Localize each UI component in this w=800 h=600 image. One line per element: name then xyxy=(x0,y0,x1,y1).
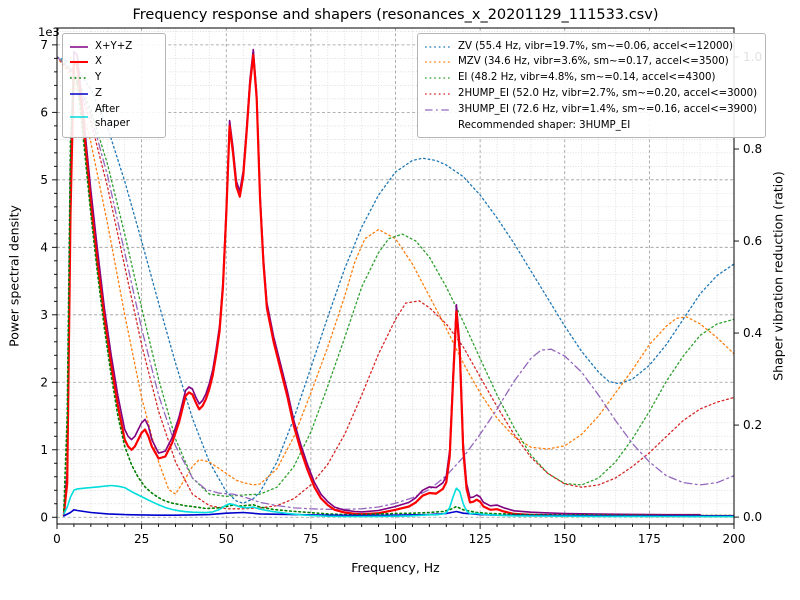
legend-item: EI (48.2 Hz, vibr=4.8%, sm~=0.14, accel<… xyxy=(424,71,757,85)
axis-tick-labels: 0 25 50 75 100 125 150 175 200 0 1 2 3 4 5 6 7 0.0 0.2 0.4 0… xyxy=(40,38,762,546)
svg-text:0.2: 0.2 xyxy=(743,418,762,432)
legend-item: After shaper xyxy=(69,103,157,132)
curve-x xyxy=(62,53,734,518)
legend-note: Recommended shaper: 3HUMP_EI xyxy=(458,119,631,131)
svg-text:0.4: 0.4 xyxy=(743,326,762,340)
svg-text:0: 0 xyxy=(53,532,61,546)
svg-text:0: 0 xyxy=(40,510,48,524)
legend-item: MZV (34.6 Hz, vibr=3.6%, sm~=0.17, accel… xyxy=(424,55,757,69)
svg-text:25: 25 xyxy=(134,532,149,546)
legend-line-sample xyxy=(425,109,451,111)
legend-item: X xyxy=(69,55,157,69)
svg-text:6: 6 xyxy=(40,105,48,119)
legend-label: Z xyxy=(95,87,102,99)
legend-label: Y xyxy=(95,72,102,84)
axis-ticks xyxy=(52,30,739,529)
legend-item: 3HUMP_EI (72.6 Hz, vibr=1.4%, sm~=0.16, … xyxy=(424,103,757,117)
y-axis-label-left: Power spectral density xyxy=(6,205,22,347)
svg-text:50: 50 xyxy=(219,532,234,546)
shaper-curves xyxy=(57,56,734,510)
svg-text:125: 125 xyxy=(469,532,492,546)
legend-label: X xyxy=(95,56,102,68)
svg-text:4: 4 xyxy=(40,240,48,254)
svg-text:175: 175 xyxy=(638,532,661,546)
psd-curves xyxy=(62,48,734,518)
svg-text:0.8: 0.8 xyxy=(743,142,762,156)
svg-text:100: 100 xyxy=(384,532,407,546)
curve-y xyxy=(63,74,734,517)
svg-text:200: 200 xyxy=(723,532,746,546)
legend-label: 2HUMP_EI (52.0 Hz, vibr=2.7%, sm~=0.20, … xyxy=(458,87,758,99)
legend-line-sample xyxy=(425,45,451,48)
legend-label: EI (48.2 Hz, vibr=4.8%, sm~=0.14, accel<… xyxy=(458,72,716,84)
svg-text:7: 7 xyxy=(40,38,48,52)
legend-item: X+Y+Z xyxy=(69,40,157,54)
svg-text:0.6: 0.6 xyxy=(743,234,762,248)
svg-text:0.0: 0.0 xyxy=(743,510,762,524)
curve-zv xyxy=(57,56,734,504)
chart-title: Frequency response and shapers (resonanc… xyxy=(132,7,659,23)
legend-line-sample xyxy=(70,93,88,95)
legend-line-sample xyxy=(70,61,88,64)
legend-label: After shaper xyxy=(95,103,130,129)
legend-line-sample xyxy=(425,61,451,64)
svg-text:5: 5 xyxy=(40,173,48,187)
curve-after xyxy=(63,484,734,518)
legend-item: Y xyxy=(69,71,157,85)
legend-line-sample xyxy=(70,77,88,80)
legend-item: ZV (55.4 Hz, vibr=19.7%, sm~=0.06, accel… xyxy=(424,40,757,54)
curve-ei xyxy=(57,56,734,498)
legend-line-sample xyxy=(425,77,451,79)
legend-label: X+Y+Z xyxy=(95,40,133,52)
y-axis-label-right: Shaper vibration reduction (ratio) xyxy=(770,171,786,381)
legend-label: 3HUMP_EI (72.6 Hz, vibr=1.4%, sm~=0.16, … xyxy=(458,103,758,115)
curve-3hump_ei xyxy=(57,56,734,510)
svg-text:1: 1 xyxy=(40,443,48,457)
svg-text:3: 3 xyxy=(40,308,48,322)
svg-text:150: 150 xyxy=(553,532,576,546)
legend-line-sample xyxy=(70,116,88,118)
psd-legend: X+Y+Z X Y Z After shaper xyxy=(62,33,166,138)
curve-2hump_ei xyxy=(57,56,734,510)
legend-item: Z xyxy=(69,87,157,101)
svg-text:75: 75 xyxy=(303,532,318,546)
curve-mzv xyxy=(57,56,734,495)
legend-line-sample xyxy=(425,93,451,95)
x-axis-label: Frequency, Hz xyxy=(351,560,440,575)
svg-text:2: 2 xyxy=(40,375,48,389)
shaper-legend: ZV (55.4 Hz, vibr=19.7%, sm~=0.06, accel… xyxy=(417,33,767,139)
legend-item: 2HUMP_EI (52.0 Hz, vibr=2.7%, sm~=0.20, … xyxy=(424,87,757,101)
legend-line-sample xyxy=(70,45,88,48)
legend-label: MZV (34.6 Hz, vibr=3.6%, sm~=0.17, accel… xyxy=(458,56,729,68)
legend-label: ZV (55.4 Hz, vibr=19.7%, sm~=0.06, accel… xyxy=(458,40,733,52)
y-axis-multiplier: 1e3 xyxy=(38,25,60,39)
